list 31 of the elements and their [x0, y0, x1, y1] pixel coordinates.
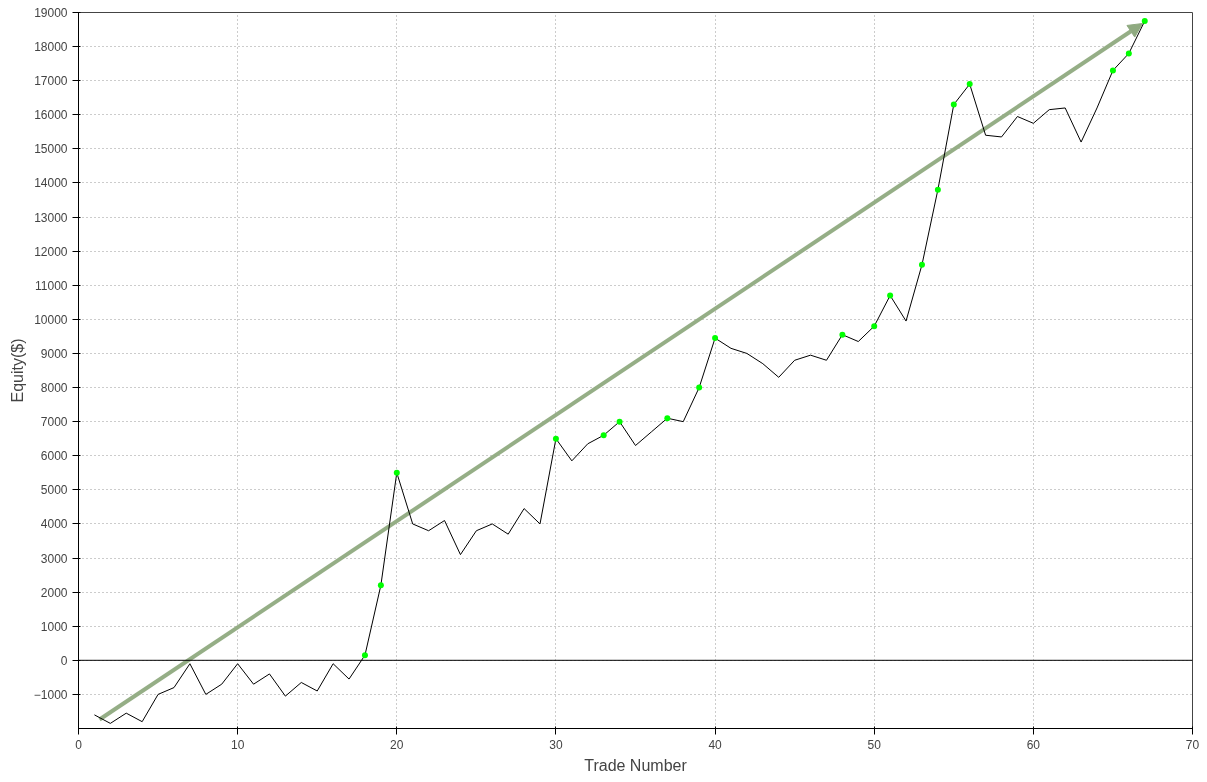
y-tick-label: 4000 — [40, 517, 68, 532]
x-axis-title: Trade Number — [584, 756, 688, 774]
y-tick-label: 17000 — [34, 74, 68, 89]
y-tick-label: 0 — [60, 653, 68, 668]
y-tick-label: 7000 — [40, 415, 68, 430]
x-tick-label: 20 — [390, 737, 404, 752]
y-tick-label: 10000 — [34, 312, 68, 327]
y-tick-label: 9000 — [40, 346, 68, 361]
y-tick-label: 8000 — [40, 381, 68, 396]
y-axis-title: Equity($) — [8, 338, 26, 403]
y-tick-label: 14000 — [34, 176, 68, 191]
y-tick-label: 19000 — [34, 6, 68, 20]
x-tick-label: 60 — [1026, 737, 1041, 752]
x-tick-label: 30 — [549, 737, 563, 752]
y-tick-label: 16000 — [34, 108, 68, 123]
x-tick-label: 40 — [708, 737, 723, 752]
y-tick-label: 11000 — [35, 278, 68, 293]
y-tick-label: 13000 — [34, 210, 68, 225]
y-tick-label: 2000 — [40, 585, 68, 600]
x-tick-label: 50 — [867, 737, 882, 752]
y-tick-label: 15000 — [34, 142, 68, 157]
x-tick-label: 0 — [75, 737, 83, 752]
x-tick-label: 10 — [230, 737, 245, 752]
y-tick-label: 6000 — [40, 449, 68, 464]
y-tick-label: 18000 — [34, 40, 68, 55]
x-tick-label: 70 — [1185, 737, 1200, 752]
y-tick-label: 5000 — [40, 483, 68, 498]
y-tick-label: −1000 — [33, 687, 68, 702]
y-tick-label: 12000 — [34, 244, 68, 259]
y-tick-label: 3000 — [40, 551, 68, 566]
y-tick-label: 1000 — [40, 619, 68, 634]
